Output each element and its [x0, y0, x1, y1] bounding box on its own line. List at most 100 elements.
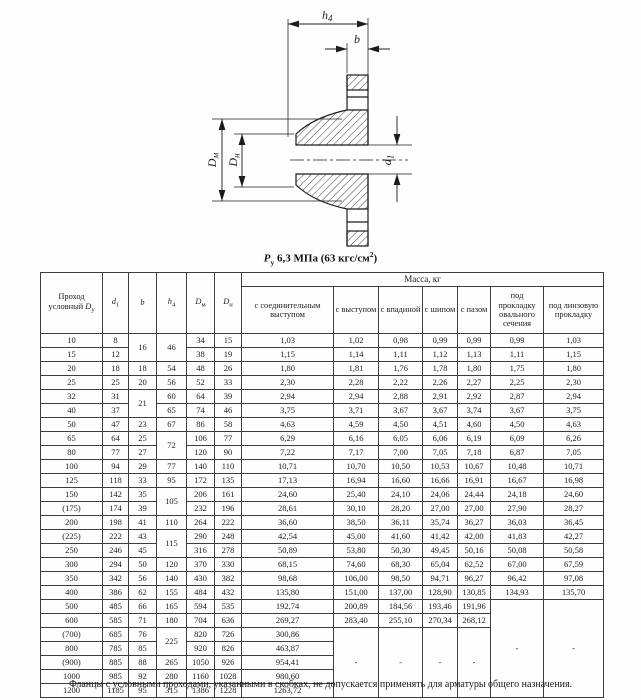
table-cell: 41,42 — [422, 529, 458, 544]
table-cell: 68,15 — [241, 557, 334, 572]
table-cell: 785 — [102, 641, 129, 656]
table-cell: 269,27 — [241, 613, 334, 628]
table-cell: 1,02 — [333, 333, 379, 348]
flange-section-hatched — [295, 74, 369, 247]
table-cell: 200,89 — [333, 599, 379, 614]
label-b: b — [354, 32, 360, 46]
table-cell: 68,30 — [378, 557, 423, 572]
table-cell: 4,50 — [378, 417, 423, 432]
table-cell: 20 — [40, 361, 103, 376]
table-cell: 27 — [128, 445, 157, 460]
table-cell: 2,22 — [378, 375, 423, 390]
table-cell: 1,11 — [490, 347, 544, 362]
table-cell: 7,17 — [333, 445, 379, 460]
table-cell: 2,27 — [457, 375, 491, 390]
table-cell: 16,98 — [542, 473, 605, 488]
caption-p: P — [263, 252, 271, 265]
table-cell: 7,00 — [378, 445, 423, 460]
table-cell: 50,89 — [241, 543, 334, 558]
table-cell: 10,53 — [422, 459, 458, 474]
table-cell: 74 — [186, 403, 215, 418]
table-cell: 18 — [128, 361, 157, 376]
column-header-1: d1 — [102, 272, 129, 334]
table-cell: 43 — [128, 529, 157, 544]
table-cell: 200 — [40, 515, 103, 530]
table-cell: 800 — [40, 641, 103, 656]
table-cell: 36,45 — [542, 515, 605, 530]
table-cell: 50 — [40, 417, 103, 432]
table-cell: 41 — [128, 515, 157, 530]
table-cell: 24,60 — [241, 487, 334, 502]
table-cell: 4,51 — [422, 417, 458, 432]
table-cell: 268,12 — [457, 613, 491, 628]
table-cell: 25 — [102, 375, 129, 390]
table-cell: 10,71 — [542, 459, 605, 474]
table-cell: 6,26 — [542, 431, 605, 446]
table-cell: 0,99 — [457, 333, 491, 348]
table-cell: 16,66 — [422, 473, 458, 488]
table-cell: 20 — [128, 375, 157, 390]
table-cell: 3,75 — [542, 403, 605, 418]
table-cell: 198 — [102, 515, 129, 530]
table-cell: 95 — [156, 473, 187, 488]
table-cell: 1,80 — [542, 361, 605, 376]
table-cell: 36,27 — [457, 515, 491, 530]
table-cell: 222 — [102, 529, 129, 544]
table-cell: 1,80 — [241, 361, 334, 376]
table-cell: 110 — [214, 459, 242, 474]
table-cell: 62,52 — [457, 557, 491, 572]
table-cell: 10,67 — [457, 459, 491, 474]
table-cell: 206 — [186, 487, 215, 502]
table-cell: 65,04 — [422, 557, 458, 572]
table-cell: 6,29 — [241, 431, 334, 446]
table-cell: 246 — [102, 543, 129, 558]
table-cell: - — [490, 599, 544, 698]
table-cell: 39 — [214, 389, 242, 404]
table-cell: 2,94 — [542, 389, 605, 404]
table-row: 25 25 20 56 52 33 2,30 2,28 2,22 2,26 2,27 2,25 2,30 — [40, 375, 605, 390]
table-cell: 36,11 — [378, 515, 423, 530]
table-row: 15 12 38 19 1,15 1,14 1,11 1,12 1,13 1,11 1,15 — [40, 347, 605, 362]
table-cell: 21 — [128, 389, 157, 418]
table-cell: 330 — [214, 557, 242, 572]
table-cell: 270,34 — [422, 613, 458, 628]
table-cell: 137,00 — [378, 585, 423, 600]
table-cell: 52 — [186, 375, 215, 390]
table-cell: 64 — [186, 389, 215, 404]
column-header-2: b — [128, 272, 157, 334]
mass-column-header-0: с соединительным выступом — [241, 286, 334, 334]
table-cell: 920 — [186, 641, 215, 656]
table-cell: 155 — [156, 585, 187, 600]
table-cell: 636 — [214, 613, 242, 628]
table-cell: 10,70 — [333, 459, 379, 474]
table-cell: 535 — [214, 599, 242, 614]
table-cell: 50,58 — [542, 543, 605, 558]
table-cell: 726 — [214, 627, 242, 642]
table-cell: 300 — [40, 557, 103, 572]
table-cell: 65 — [40, 431, 103, 446]
table-cell: 1,78 — [422, 361, 458, 376]
table-cell: 248 — [214, 529, 242, 544]
table-cell: 16,60 — [378, 473, 423, 488]
table-cell: 600 — [40, 613, 103, 628]
table-cell: 1,75 — [490, 361, 544, 376]
table-cell: 1,81 — [333, 361, 379, 376]
footnote: Фланцы с условными проходами, указанными… — [68, 679, 573, 690]
table-cell: 77 — [102, 445, 129, 460]
dimension-labels: h4 b Dм Dн d1 — [205, 8, 396, 168]
table-cell: 172 — [186, 473, 215, 488]
table-cell: 8 — [102, 333, 129, 348]
table-cell: 1386 — [186, 683, 215, 698]
table-row: 20 18 18 54 48 26 1,80 1,81 1,76 1,78 1,80 1,75 1,80 — [40, 361, 605, 376]
table-cell: 28,61 — [241, 501, 334, 516]
table-cell: 125 — [40, 473, 103, 488]
table-cell: 41,60 — [378, 529, 423, 544]
table-row: 150 142 35 105 206 161 24,60 25,40 24,10 24,06 24,… — [40, 487, 605, 516]
table-cell: 16 — [128, 333, 157, 362]
table-cell: 34 — [186, 333, 215, 348]
table-cell: 24,60 — [542, 487, 605, 502]
table-cell: 53,80 — [333, 543, 379, 558]
table-cell: 19 — [214, 347, 242, 362]
table-cell: 1,80 — [457, 361, 491, 376]
table-row: 80 77 27 120 90 7,22 7,17 7,00 7,05 7,18 6,87 7,05 — [40, 445, 605, 460]
